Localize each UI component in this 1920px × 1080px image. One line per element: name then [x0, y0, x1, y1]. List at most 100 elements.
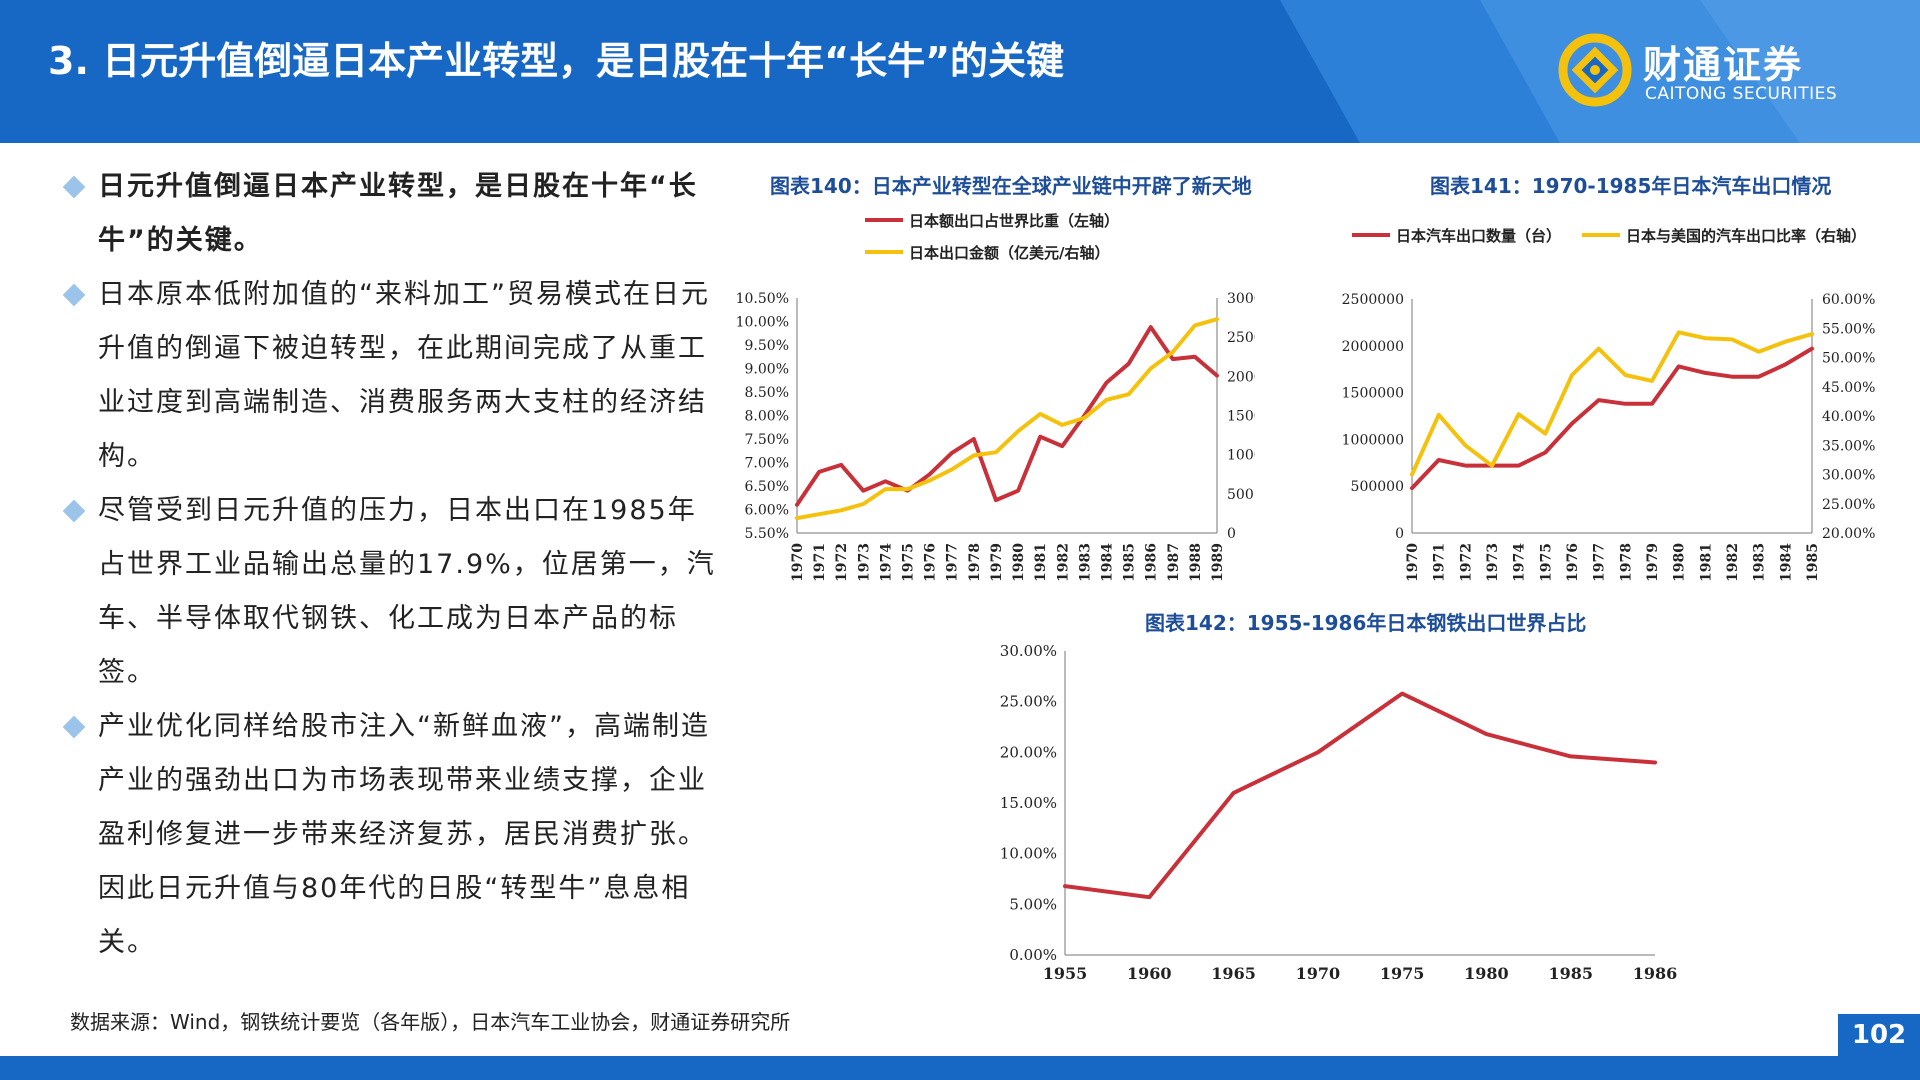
x-tick-label: 1976 — [923, 543, 939, 582]
x-tick-label: 1985 — [1805, 543, 1821, 582]
x-tick-label: 1971 — [1432, 543, 1448, 582]
series-line-1 — [795, 317, 1219, 521]
diamond-bullet-icon — [62, 715, 86, 739]
x-tick-label: 1983 — [1077, 543, 1093, 582]
y-right-tick-label: 1500 — [1227, 409, 1255, 425]
x-tick-label: 1977 — [1592, 543, 1608, 582]
x-tick-label: 1978 — [1618, 543, 1634, 582]
y-right-tick-label: 2000 — [1227, 369, 1255, 385]
x-tick-label: 1974 — [878, 543, 894, 582]
footer-bar — [0, 1056, 1920, 1080]
y-right-tick-label: 500 — [1227, 487, 1254, 503]
series-line-1 — [1410, 330, 1814, 477]
y-tick-label: 1500000 — [1342, 386, 1404, 402]
x-tick-label: 1975 — [901, 543, 917, 582]
x-tick-label: 1980 — [1011, 543, 1027, 582]
chart-142: 30.00% 25.00% 20.00% 15.00% 10.00% 5.00% 0.00%… — [1000, 642, 1678, 983]
legend-label: 日本出口金额（亿美元/右轴） — [909, 244, 1109, 262]
x-tick-label: 1984 — [1099, 543, 1115, 582]
y-right-tick-label: 55.00% — [1822, 321, 1875, 337]
x-tick-label: 1984 — [1778, 543, 1794, 582]
y-tick-label: 25.00% — [1000, 693, 1057, 711]
chart-141-title: 图表141：1970-1985年日本汽车出口情况 — [1430, 174, 1832, 198]
x-tick-label: 1965 — [1211, 964, 1256, 983]
x-tick-label: 1980 — [1464, 964, 1509, 983]
bullet-list: 日元升值倒逼日本产业转型，是日股在十年“长牛”的关键。 日本原本低附加值的“来料… — [60, 160, 720, 970]
x-tick-label: 1973 — [1485, 543, 1501, 582]
x-tick-label: 1977 — [945, 543, 961, 582]
y-tick-label: 15.00% — [1000, 794, 1057, 812]
y-tick-label: 5.50% — [745, 526, 789, 542]
x-tick-label: 1970 — [1296, 964, 1341, 983]
y-tick-label: 7.00% — [745, 456, 789, 472]
x-tick-label: 1987 — [1166, 543, 1182, 582]
y-tick-label: 6.00% — [745, 503, 789, 519]
chart-140-title: 图表140：日本产业转型在全球产业链中开辟了新天地 — [770, 174, 1252, 198]
company-logo: 财通证券 CAITONG SECURITIES — [1555, 30, 1855, 110]
y-tick-label: 8.50% — [745, 385, 789, 401]
x-tick-label: 1955 — [1043, 964, 1088, 983]
x-tick-label: 1983 — [1752, 543, 1768, 582]
y-right-tick-label: 35.00% — [1822, 438, 1875, 454]
x-tick-label: 1975 — [1538, 543, 1554, 582]
bullet-item: 日元升值倒逼日本产业转型，是日股在十年“长牛”的关键。 — [60, 160, 720, 268]
y-right-tick-label: 25.00% — [1822, 497, 1875, 513]
x-tick-label: 1985 — [1122, 543, 1138, 582]
legend-label: 日本汽车出口数量（台） — [1396, 227, 1561, 245]
y-tick-label: 9.50% — [745, 338, 789, 354]
x-tick-label: 1988 — [1188, 543, 1204, 582]
y-tick-label: 6.50% — [745, 479, 789, 495]
y-right-tick-label: 20.00% — [1822, 526, 1875, 542]
y-tick-label: 0.00% — [1009, 946, 1057, 964]
header-banner: 3. 日元升值倒逼日本产业转型，是日股在十年“长牛”的关键 财通证券 CAITO… — [0, 0, 1920, 143]
x-tick-label: 1972 — [1458, 543, 1474, 582]
logo-name: 财通证券 — [1643, 43, 1804, 87]
chart-142-title: 图表142：1955-1986年日本钢铁出口世界占比 — [1145, 611, 1587, 635]
x-tick-label: 1970 — [790, 543, 806, 582]
x-tick-label: 1982 — [1055, 543, 1071, 582]
x-tick-label: 1980 — [1672, 543, 1688, 582]
x-tick-label: 1960 — [1127, 964, 1172, 983]
y-right-tick-label: 45.00% — [1822, 380, 1875, 396]
x-tick-label: 1973 — [856, 543, 872, 582]
data-source-note: 数据来源：Wind，钢铁统计要览（各年版），日本汽车工业协会，财通证券研究所 — [70, 1010, 791, 1034]
y-right-tick-label: 40.00% — [1822, 409, 1875, 425]
bullet-text: 尽管受到日元升值的压力，日本出口在1985年占世界工业品输出总量的17.9%，位… — [98, 495, 716, 688]
x-tick-label: 1976 — [1565, 543, 1581, 582]
page-number: 102 — [1838, 1014, 1920, 1056]
y-tick-label: 10.00% — [1000, 845, 1057, 863]
bullet-item: 产业优化同样给股市注入“新鲜血液”，高端制造产业的强劲出口为市场表现带来业绩支撑… — [60, 700, 720, 970]
bullet-text: 日本原本低附加值的“来料加工”贸易模式在日元升值的倒逼下被迫转型，在此期间完成了… — [98, 279, 710, 472]
y-tick-label: 20.00% — [1000, 743, 1057, 761]
x-tick-label: 1986 — [1633, 964, 1678, 983]
x-tick-label: 1979 — [989, 543, 1005, 582]
logo-mark-icon — [1558, 33, 1632, 107]
bullet-text: 日元升值倒逼日本产业转型，是日股在十年“长牛”的关键。 — [98, 171, 698, 256]
x-tick-label: 1986 — [1144, 543, 1160, 582]
y-tick-label: 2000000 — [1342, 339, 1404, 355]
x-tick-label: 1981 — [1698, 543, 1714, 582]
y-tick-label: 500000 — [1351, 479, 1404, 495]
x-tick-label: 1989 — [1210, 543, 1226, 582]
y-tick-label: 1000000 — [1342, 432, 1404, 448]
y-tick-label: 2500000 — [1342, 292, 1404, 308]
page-title: 3. 日元升值倒逼日本产业转型，是日股在十年“长牛”的关键 — [48, 39, 1065, 83]
legend-label: 日本额出口占世界比重（左轴） — [909, 212, 1119, 230]
series-line-0 — [1063, 691, 1657, 900]
y-tick-label: 30.00% — [1000, 642, 1057, 660]
x-tick-label: 1979 — [1645, 543, 1661, 582]
y-tick-label: 7.50% — [745, 432, 789, 448]
y-right-tick-label: 60.00% — [1822, 292, 1875, 308]
y-right-tick-label: 0 — [1227, 526, 1236, 542]
series-line-0 — [1410, 346, 1814, 491]
y-tick-label: 9.00% — [745, 362, 789, 378]
diamond-bullet-icon — [62, 175, 86, 199]
y-right-tick-label: 50.00% — [1822, 351, 1875, 367]
bullet-item: 尽管受到日元升值的压力，日本出口在1985年占世界工业品输出总量的17.9%，位… — [60, 484, 720, 700]
x-tick-label: 1982 — [1725, 543, 1741, 582]
x-tick-label: 1981 — [1033, 543, 1049, 582]
y-tick-label: 8.00% — [745, 409, 789, 425]
x-tick-label: 1985 — [1548, 964, 1593, 983]
x-tick-label: 1978 — [967, 543, 983, 582]
y-right-tick-label: 3000 — [1227, 291, 1255, 307]
